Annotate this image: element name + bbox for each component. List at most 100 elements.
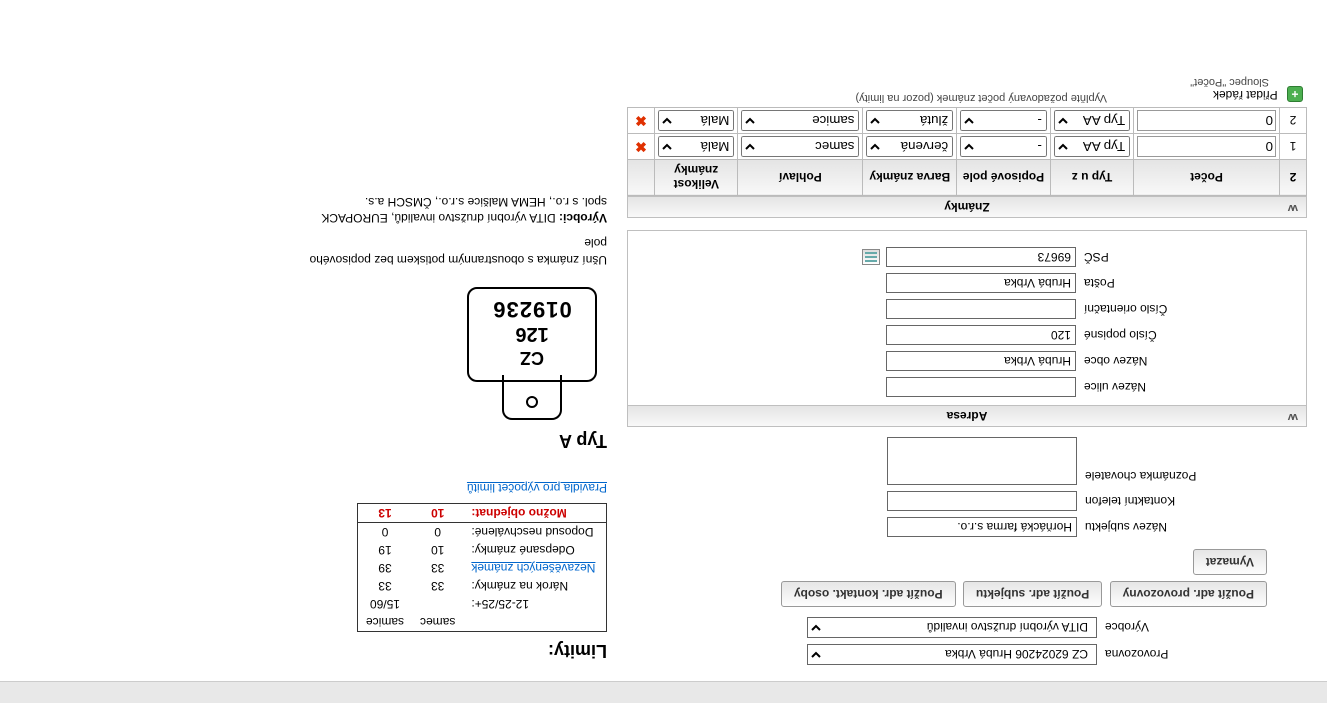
address-buttons: Použít adr. provozovny Použít adr. subje… [627, 581, 1267, 607]
barva-select[interactable]: červená [866, 136, 953, 157]
col-pole: Popisové pole [957, 160, 1051, 196]
tag-illustration: CZ 126 019236 [457, 280, 607, 420]
left-column: Provozovna CZ 62024206 Hrubá Vrbka Výrob… [627, 76, 1307, 671]
use-adr-subj-button[interactable]: Použít adr. subjektu [963, 581, 1102, 607]
col-samice: samice [358, 613, 413, 632]
tag-mid: 126 [469, 322, 595, 346]
r4-b: 19 [358, 541, 413, 559]
chevron-icon: vv [1290, 202, 1298, 214]
r3-b: 39 [358, 559, 413, 577]
row-idx: 2 [1279, 108, 1306, 134]
phone-label: Kontaktní telefon [1077, 494, 1237, 508]
chevron-icon: vv [1290, 411, 1298, 423]
r4-a: 10 [412, 541, 463, 559]
type-desc2: Výrobci: [559, 211, 607, 225]
tag-num: 019236 [469, 296, 595, 322]
velikost-select[interactable]: Malá [658, 110, 734, 131]
table-row: Nárok na známky: 33 33 [358, 577, 607, 595]
tag-cz: CZ [469, 346, 595, 368]
plus-icon: + [1287, 86, 1303, 102]
rules-link[interactable]: Pravidla pro výpočet limitů [467, 481, 607, 495]
posta-label: Pošta [1076, 276, 1236, 290]
provozovna-row: Provozovna CZ 62024206 Hrubá Vrbka [627, 644, 1227, 665]
typ-select[interactable]: Typ AA [1054, 110, 1130, 131]
subject-name-label: Název subjektu [1077, 520, 1237, 534]
co-input[interactable] [886, 299, 1076, 319]
r2-a: 33 [412, 577, 463, 595]
pole-select[interactable]: - [960, 110, 1047, 131]
vyrobce-select[interactable]: DITA výrobní družstvo invalidů [807, 617, 1097, 638]
section-znamky[interactable]: vv Známky [627, 196, 1307, 218]
velikost-select[interactable]: Malá [658, 136, 734, 157]
r3-a: 33 [412, 559, 463, 577]
col-idx: 2 [1279, 160, 1306, 196]
provozovna-label: Provozovna [1097, 648, 1227, 662]
col-pocet: Počet [1134, 160, 1280, 196]
psc-label: PSČ [1076, 250, 1236, 264]
section-adresa-title: Adresa [947, 409, 988, 423]
col-samec: samec [412, 613, 463, 632]
row-idx: 1 [1279, 134, 1306, 160]
type-desc1: Ušní známka s oboustranným potiskem bez … [307, 234, 607, 268]
add-row-label: Přidat řádek [1213, 88, 1278, 102]
pole-select[interactable]: - [960, 136, 1047, 157]
pocet-input[interactable] [1137, 136, 1276, 157]
vyrobce-row: Výrobce DITA výrobní družstvo invalidů [627, 617, 1227, 638]
hint-top: Vyplňte požadovaný počet známek (pozor n… [627, 92, 1107, 104]
provozovna-select[interactable]: CZ 62024206 Hrubá Vrbka [807, 644, 1097, 665]
r6-a: 10 [412, 504, 463, 523]
clear-button[interactable]: Vymazat [1193, 549, 1267, 575]
limits-table: samec samice 12-25/25+: 15/60 Nárok na z… [357, 503, 607, 632]
delete-row-icon[interactable]: ✖ [635, 139, 647, 155]
use-adr-kont-button[interactable]: Použít adr. kontakt. osoby [781, 581, 956, 607]
r3-link[interactable]: Nezavěšených známek [471, 561, 595, 575]
table-row: Možno objednat: 10 13 [358, 504, 607, 523]
pocet-input[interactable] [1137, 110, 1276, 131]
obec-input[interactable] [886, 351, 1076, 371]
cp-input[interactable] [886, 325, 1076, 345]
col-pohl: Pohlaví [738, 160, 863, 196]
vyrobce-label: Výrobce [1097, 621, 1227, 635]
co-label: Číslo orientační [1076, 302, 1236, 316]
subject-name-input[interactable] [887, 517, 1077, 537]
table-row: 2 Typ AA-žlutá samice Malá ✖ [628, 108, 1307, 134]
pohlavi-select[interactable]: samice [741, 110, 859, 131]
table-row: Doposud neschválené: 0 0 [358, 523, 607, 542]
r5-label: Doposud neschválené: [463, 523, 606, 542]
r6-label: Možno objednat: [463, 504, 606, 523]
psc-picker-icon[interactable] [862, 249, 880, 265]
delete-row-icon[interactable]: ✖ [635, 113, 647, 129]
note-textarea[interactable] [887, 437, 1077, 485]
right-column: Limity: samec samice 12-25/25+: 15/60 Ná… [267, 76, 607, 671]
col-typ: Typ u z [1050, 160, 1133, 196]
hint-bot: Sloupec "Počet" [627, 76, 1269, 88]
typ-select[interactable]: Typ AA [1054, 136, 1130, 157]
posta-input[interactable] [886, 273, 1076, 293]
barva-select[interactable]: žlutá [866, 110, 953, 131]
table-row: Odepsané známky: 10 19 [358, 541, 607, 559]
phone-input[interactable] [887, 491, 1077, 511]
section-znamky-title: Známky [944, 200, 989, 214]
r5-b: 0 [358, 523, 413, 542]
r2-b: 33 [358, 577, 413, 595]
limits-title: Limity: [267, 640, 607, 661]
znamky-table: 2 Počet Typ u z Popisové pole Barva znám… [627, 107, 1307, 196]
table-header-row: 2 Počet Typ u z Popisové pole Barva znám… [628, 160, 1307, 196]
type-title: Typ A [267, 430, 607, 451]
table-row: samec samice [358, 613, 607, 632]
table-row: Nezavěšených známek 33 39 [358, 559, 607, 577]
section-adresa[interactable]: vv Adresa [627, 405, 1307, 427]
pohlavi-select[interactable]: samec [741, 136, 859, 157]
r5-a: 0 [412, 523, 463, 542]
r1-label: 12-25/25+: [463, 595, 606, 613]
col-vel: Velikost známky [655, 160, 738, 196]
psc-input[interactable] [886, 247, 1076, 267]
top-bar [0, 681, 1327, 703]
r4-label: Odepsané známky: [463, 541, 606, 559]
r2-label: Nárok na známky: [463, 577, 606, 595]
street-input[interactable] [886, 377, 1076, 397]
use-adr-prov-button[interactable]: Použít adr. provozovny [1110, 581, 1267, 607]
table-row: 12-25/25+: 15/60 [358, 595, 607, 613]
col-barva: Barva známky [863, 160, 957, 196]
r1-b: 15/60 [358, 595, 413, 613]
